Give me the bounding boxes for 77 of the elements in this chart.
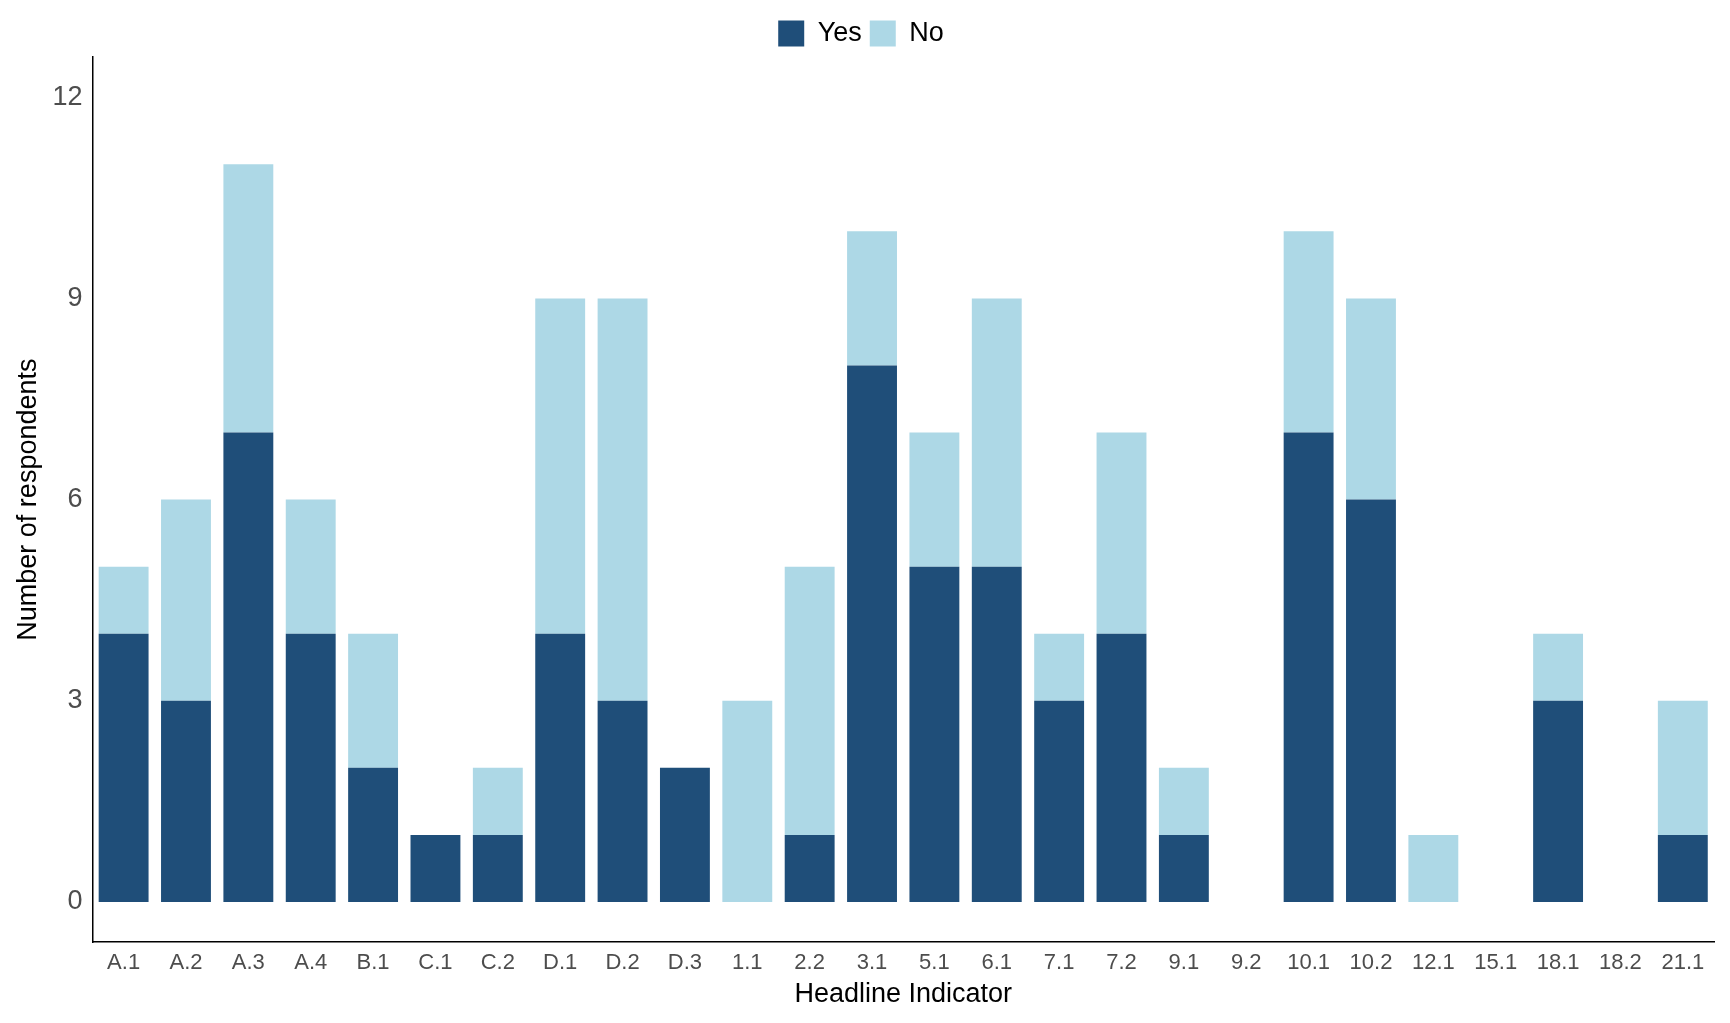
x-tick-label: 6.1 (981, 949, 1013, 975)
x-tick-label: 10.1 (1287, 949, 1331, 975)
bar (847, 231, 897, 366)
bar (1158, 767, 1209, 835)
bar (535, 298, 586, 634)
bar (223, 164, 274, 433)
bar (348, 633, 399, 768)
bar (1408, 834, 1459, 902)
x-tick-label: 5.1 (919, 949, 950, 975)
bar (285, 499, 336, 634)
x-axis-title: Headline Indicator (794, 978, 1013, 1009)
x-tick-label: 3.1 (856, 949, 888, 975)
bar (410, 834, 461, 902)
bar (1346, 298, 1396, 500)
bar (161, 499, 211, 701)
bar (784, 834, 835, 902)
x-tick-label: 1.1 (732, 949, 763, 975)
bar (784, 566, 835, 835)
bar (285, 633, 336, 902)
x-tick-label: 12.1 (1411, 949, 1455, 975)
x-tick-label: D.2 (605, 949, 640, 975)
bar (1283, 432, 1334, 902)
bar (98, 633, 149, 902)
bar (659, 767, 710, 902)
x-tick-label: 7.2 (1106, 949, 1137, 975)
legend-label: No (909, 16, 944, 47)
y-tick-label: 0 (67, 885, 83, 916)
bar (472, 767, 523, 835)
bar (1034, 700, 1085, 902)
y-tick-label: 12 (52, 80, 83, 111)
bar (909, 566, 960, 902)
bar (597, 298, 648, 701)
legend-label: Yes (817, 16, 862, 47)
x-tick-label: 10.2 (1349, 949, 1393, 975)
x-tick-label: 7.1 (1043, 949, 1075, 975)
bar (597, 700, 648, 902)
x-tick-label: D.3 (667, 949, 703, 975)
bar (847, 365, 897, 902)
bar (472, 834, 523, 902)
x-tick-label: C.1 (418, 949, 453, 975)
x-tick-label: 21.1 (1661, 949, 1705, 975)
x-tick-label: 18.2 (1599, 949, 1642, 975)
x-tick-label: 18.1 (1536, 949, 1580, 975)
x-tick-label: D.1 (543, 949, 578, 975)
bar (1096, 432, 1147, 634)
x-tick-label: 15.1 (1474, 949, 1518, 975)
bar (535, 633, 586, 902)
y-tick-label: 3 (67, 684, 83, 715)
x-tick-label: A.3 (231, 949, 265, 975)
y-tick-label: 9 (67, 281, 83, 312)
bar (722, 700, 773, 902)
x-tick-label: B.1 (356, 949, 390, 975)
bar (971, 566, 1022, 902)
x-tick-label: A.1 (107, 949, 141, 975)
bar (348, 767, 399, 902)
bar (161, 700, 211, 902)
bar (1657, 834, 1708, 902)
x-tick-label: 9.1 (1168, 949, 1200, 975)
x-tick-label: A.2 (169, 949, 203, 975)
bar (1283, 231, 1334, 433)
bar (1096, 633, 1147, 902)
bar (1158, 834, 1209, 902)
bar (909, 432, 960, 567)
y-tick-label: 6 (67, 483, 83, 514)
x-tick-label: A.4 (294, 949, 328, 975)
bar (98, 566, 149, 634)
bar (971, 298, 1022, 567)
bar (1346, 499, 1396, 902)
x-tick-label: C.2 (480, 949, 515, 975)
bar (1034, 633, 1085, 701)
x-tick-label: 9.2 (1230, 949, 1262, 975)
bar (223, 432, 274, 902)
x-tick-label: 2.2 (794, 949, 825, 975)
bar (1533, 633, 1584, 701)
y-axis-title: Number of respondents (11, 358, 42, 641)
bar (1533, 700, 1584, 902)
bar (1657, 700, 1708, 835)
